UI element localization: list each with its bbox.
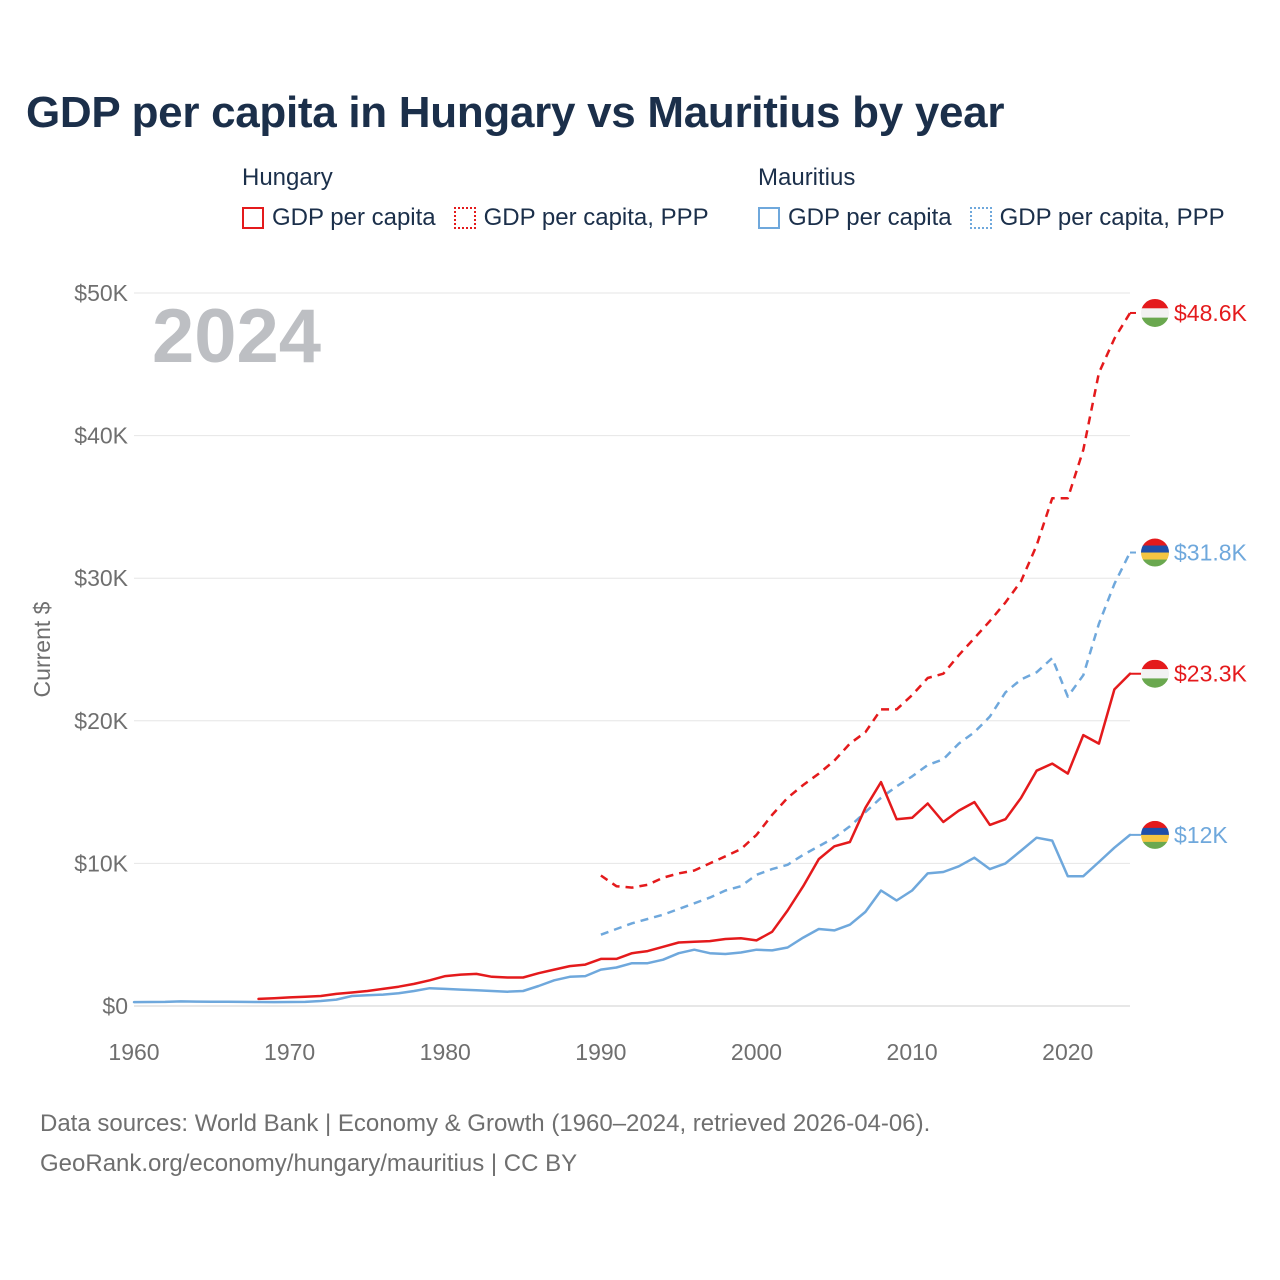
hungary-flag-icon: [1141, 298, 1169, 327]
year-watermark: 2024: [152, 294, 321, 379]
legend-item-mauritius-ppp[interactable]: GDP per capita, PPP: [969, 204, 1225, 232]
footer-sources: Data sources: World Bank | Economy & Gro…: [40, 1110, 931, 1137]
y-tick-label: $30K: [74, 565, 128, 591]
legend-swatch-mauritius-dotted: [969, 207, 992, 229]
end-value-label: $48.6K: [1174, 300, 1248, 326]
series-line-hungary-gdp-per-capita: [257, 672, 1132, 1001]
legend-label-hungary-gdp: GDP per capita: [272, 204, 436, 231]
legend-label-mauritius-ppp: GDP per capita, PPP: [999, 204, 1225, 231]
end-value-label: $31.8K: [1174, 540, 1248, 566]
series-line-mauritius-gdp-per-capita-ppp: [600, 551, 1132, 936]
x-tick-label: 1990: [575, 1039, 626, 1065]
y-tick-label: $0: [102, 993, 128, 1019]
legend-hungary: Hungary GDP per capita GDP per capita, P…: [242, 162, 709, 232]
x-tick-label: 2010: [887, 1039, 938, 1065]
legend-item-hungary-gdp[interactable]: GDP per capita: [242, 204, 436, 232]
footer-credit: GeoRank.org/economy/hungary/mauritius | …: [40, 1150, 578, 1177]
legend-item-hungary-ppp[interactable]: GDP per capita, PPP: [453, 204, 709, 232]
legend-swatch-hungary-solid: [242, 207, 264, 229]
mauritius-flag-icon: [1141, 538, 1169, 567]
mauritius-flag-icon: [1141, 820, 1169, 849]
series-line-hungary-gdp-per-capita-ppp: [600, 312, 1132, 889]
chart-title: GDP per capita in Hungary vs Mauritius b…: [26, 88, 1005, 137]
y-tick-label: $20K: [74, 708, 128, 734]
legend-item-mauritius-gdp[interactable]: GDP per capita: [758, 204, 952, 232]
y-tick-label: $50K: [74, 280, 128, 306]
legend-mauritius: Mauritius GDP per capita GDP per capita,…: [758, 162, 1225, 232]
series-line-mauritius-gdp-per-capita: [132, 833, 1132, 1004]
y-tick-label: $40K: [74, 423, 128, 449]
legend-label-hungary-ppp: GDP per capita, PPP: [483, 204, 709, 231]
legend-swatch-hungary-dotted: [453, 207, 476, 229]
hungary-flag-icon: [1141, 659, 1169, 688]
legend-country-hungary: Hungary: [242, 164, 333, 191]
x-tick-label: 1970: [264, 1039, 315, 1065]
x-tick-label: 1980: [420, 1039, 471, 1065]
y-axis-label: Current $: [29, 601, 55, 697]
y-tick-label: $10K: [74, 850, 128, 876]
legend-swatch-mauritius-solid: [758, 207, 780, 229]
x-tick-label: 2000: [731, 1039, 782, 1065]
x-tick-label: 2020: [1042, 1039, 1093, 1065]
x-tick-label: 1960: [108, 1039, 159, 1065]
end-value-label: $12K: [1174, 822, 1228, 848]
footer: Data sources: World Bank | Economy & Gro…: [40, 1104, 930, 1184]
legend-country-mauritius: Mauritius: [758, 164, 856, 191]
end-value-label: $23.3K: [1174, 661, 1248, 687]
legend-label-mauritius-gdp: GDP per capita: [788, 204, 952, 231]
